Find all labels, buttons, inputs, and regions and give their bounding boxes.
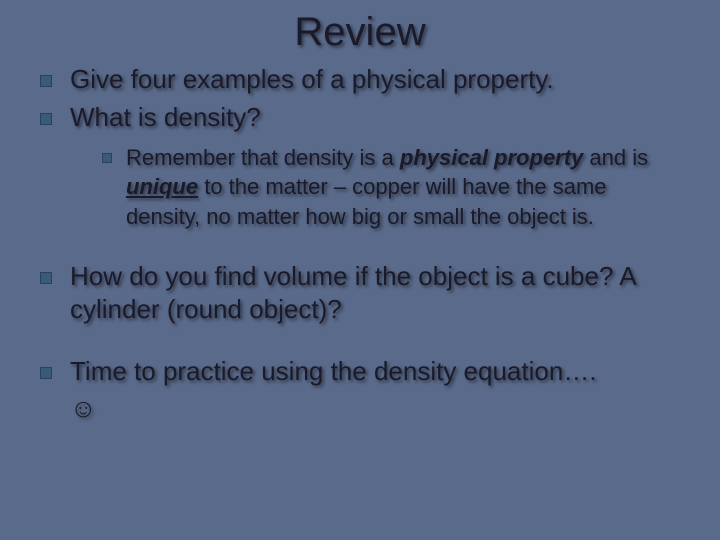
bullet-item-2: What is density? bbox=[40, 101, 680, 135]
sub-bullet-text: Remember that density is a physical prop… bbox=[126, 143, 680, 232]
text-fragment: to the matter – copper will have the sam… bbox=[126, 174, 607, 229]
bullet-item-1: Give four examples of a physical propert… bbox=[40, 63, 680, 97]
bullet-square-icon bbox=[40, 113, 52, 125]
bullet-square-icon bbox=[102, 153, 112, 163]
bullet-text: What is density? bbox=[70, 101, 261, 135]
text-fragment: Remember that density is a bbox=[126, 145, 400, 170]
sub-bullet-item-1: Remember that density is a physical prop… bbox=[102, 143, 680, 232]
sub-bullet-list: Remember that density is a physical prop… bbox=[102, 143, 680, 232]
slide-title: Review bbox=[40, 10, 680, 55]
text-emphasis-underline: unique bbox=[126, 174, 198, 199]
smiley-icon: ☺ bbox=[70, 393, 680, 424]
bullet-text: Give four examples of a physical propert… bbox=[70, 63, 554, 97]
bullet-text: Time to practice using the density equat… bbox=[70, 355, 597, 389]
bullet-list-lower: How do you find volume if the object is … bbox=[40, 260, 680, 389]
text-emphasis: physical property bbox=[400, 145, 583, 170]
bullet-square-icon bbox=[40, 75, 52, 87]
bullet-item-3: How do you find volume if the object is … bbox=[40, 260, 680, 328]
slide-container: Review Give four examples of a physical … bbox=[0, 0, 720, 540]
bullet-list-main: Give four examples of a physical propert… bbox=[40, 63, 680, 135]
bullet-square-icon bbox=[40, 272, 52, 284]
bullet-square-icon bbox=[40, 367, 52, 379]
text-fragment: and is bbox=[583, 145, 648, 170]
bullet-text: How do you find volume if the object is … bbox=[70, 260, 680, 328]
bullet-item-4: Time to practice using the density equat… bbox=[40, 355, 680, 389]
